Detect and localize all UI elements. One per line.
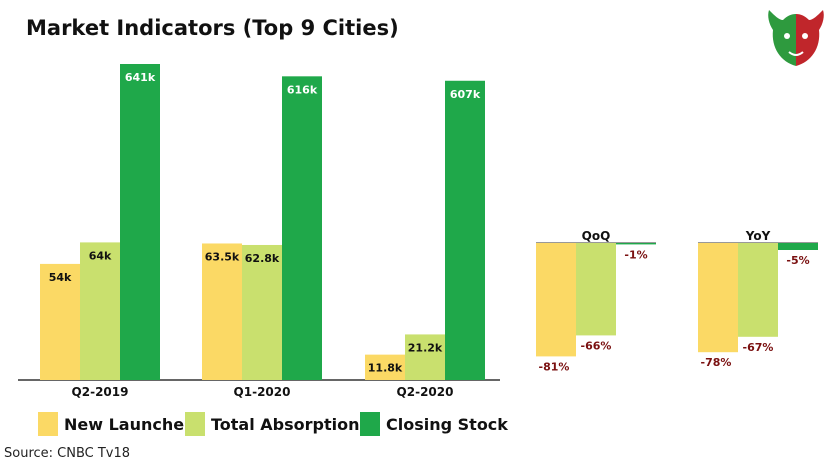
legend-label: Closing Stock: [386, 414, 508, 434]
bar-value-label: 641k: [125, 71, 156, 84]
bar-new-launches: [202, 243, 242, 380]
change-bar-new-launches: [698, 243, 738, 353]
bull-bear-logo: [768, 10, 824, 66]
change-value-label: -81%: [539, 360, 570, 373]
x-tick-label: Q2-2019: [72, 385, 129, 399]
chart-title: Market Indicators (Top 9 Cities): [26, 16, 399, 40]
bar-value-label: 11.8k: [368, 362, 403, 375]
bar-value-label: 54k: [49, 271, 72, 284]
legend-item-new-launches: New Launches: [38, 411, 194, 437]
category-label: QoQ: [582, 229, 611, 243]
category-label: YoY: [745, 229, 771, 243]
bar-total-absorption: [80, 242, 120, 380]
bar-total-absorption: [405, 334, 445, 380]
bar-total-absorption: [242, 244, 282, 380]
change-value-label: -67%: [743, 341, 774, 354]
change-bar-total-absorption: [576, 243, 616, 336]
bar-value-label: 607k: [450, 88, 481, 101]
change-value-label: -66%: [581, 339, 612, 352]
bar-closing-stock: [120, 64, 160, 380]
chart-area: 54k 64k 641k Q2-2019 63.5k 62.8k 616k Q1-2020 11…: [18, 64, 818, 399]
change-bar-new-launches: [536, 243, 576, 357]
bar-value-label: 64k: [89, 249, 112, 262]
bar-new-launches: [365, 354, 405, 380]
change-bar-closing-stock: [616, 243, 656, 245]
bar-closing-stock: [445, 80, 485, 381]
change-value-label: -1%: [624, 248, 647, 261]
change-value-label: -78%: [701, 356, 732, 369]
change-value-label: -5%: [786, 254, 809, 267]
legend-item-closing-stock: Closing Stock: [360, 411, 508, 437]
bar-value-label: 616k: [287, 83, 318, 96]
legend-item-total-absorption: Total Absorption: [185, 411, 360, 437]
bar-new-launches: [40, 263, 80, 380]
x-tick-label: Q2-2020: [397, 385, 454, 399]
legend-label: New Launches: [64, 414, 194, 434]
change-bar-closing-stock: [778, 243, 818, 250]
bar-closing-stock: [282, 76, 322, 380]
bar-value-label: 62.8k: [245, 252, 280, 265]
legend-swatch: [185, 412, 205, 436]
x-tick-label: Q1-2020: [234, 385, 291, 399]
bar-value-label: 63.5k: [205, 250, 240, 263]
bar-value-label: 21.2k: [408, 341, 443, 354]
change-bar-total-absorption: [738, 243, 778, 337]
legend-label: Total Absorption: [211, 414, 360, 434]
legend-swatch: [38, 412, 58, 436]
legend-swatch: [360, 412, 380, 436]
source-note: Source: CNBC Tv18: [4, 446, 131, 461]
